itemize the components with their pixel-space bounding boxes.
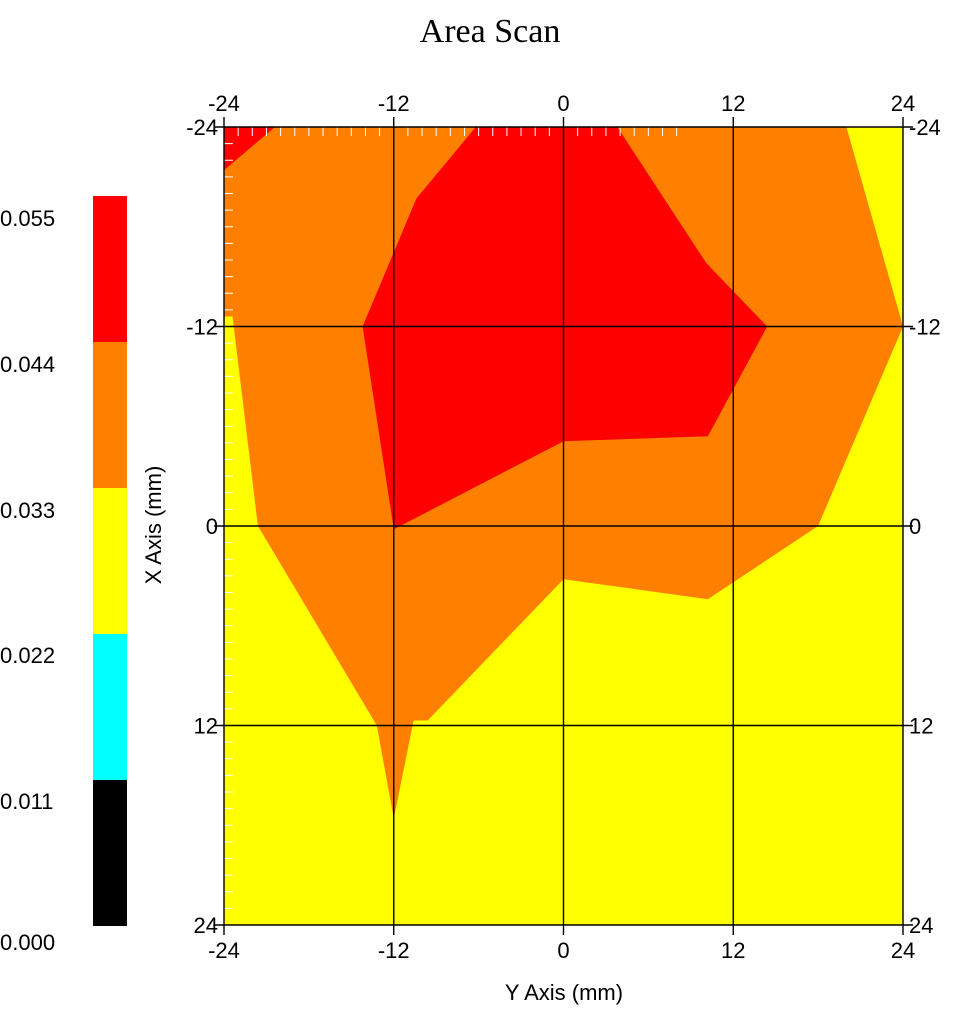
colorbar-label: 0.000	[0, 930, 55, 955]
minor-ticks	[224, 127, 678, 909]
colorbar-bin-1	[93, 634, 127, 780]
x-tick-label-top: 24	[891, 91, 915, 116]
y-tick-label-left: -24	[186, 115, 218, 140]
y-axis-label: X Axis (mm)	[141, 466, 166, 585]
x-tick-label-bottom: 24	[891, 938, 915, 963]
x-tick-label-top: -24	[208, 91, 240, 116]
x-tick-label-top: 12	[721, 91, 745, 116]
y-tick-label-right: -24	[909, 115, 941, 140]
x-tick-label-bottom: 0	[557, 938, 569, 963]
colorbar-label: 0.011	[0, 789, 53, 814]
x-tick-label-bottom: -24	[208, 938, 240, 963]
x-axis-label: Y Axis (mm)	[505, 980, 623, 1005]
y-tick-label-left: 0	[206, 514, 218, 539]
y-tick-label-right: 12	[909, 714, 933, 739]
y-tick-label-right: 24	[909, 913, 933, 938]
y-tick-label-right: -12	[909, 315, 941, 340]
contour-region-1	[362, 127, 768, 530]
y-tick-label-left: -12	[186, 315, 218, 340]
colorbar-bin-0	[93, 780, 127, 926]
colorbar-bin-3	[93, 342, 127, 488]
chart-title: Area Scan	[420, 13, 561, 50]
grid-lines	[214, 117, 913, 935]
y-tick-label-left: 24	[194, 913, 218, 938]
x-tick-label-top: 0	[557, 91, 569, 116]
y-tick-label-left: 12	[194, 714, 218, 739]
x-tick-label-bottom: -12	[378, 938, 410, 963]
x-tick-label-top: -12	[378, 91, 410, 116]
colorbar-bin-4	[93, 196, 127, 342]
colorbar: 0.055 0.044 0.033 0.022 0.011 0.000	[0, 196, 127, 955]
colorbar-label: 0.055	[0, 206, 55, 231]
colorbar-bin-2	[93, 488, 127, 634]
colorbar-label: 0.044	[0, 352, 55, 377]
y-tick-label-right: 0	[909, 514, 921, 539]
colorbar-label: 0.033	[0, 498, 55, 523]
contour-region-2	[224, 127, 275, 171]
x-tick-label-bottom: 12	[721, 938, 745, 963]
colorbar-label: 0.022	[0, 643, 55, 668]
